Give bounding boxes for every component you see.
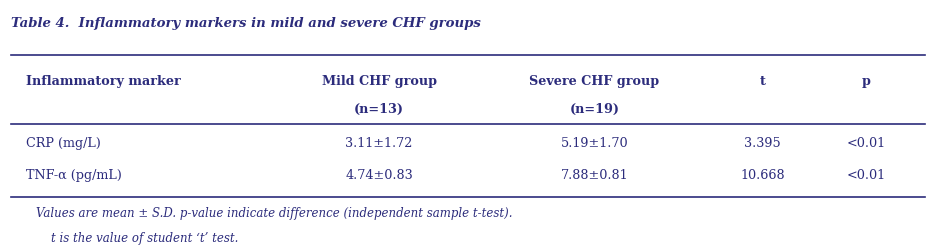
Text: Mild CHF group: Mild CHF group [322,75,436,88]
Text: CRP (mg/L): CRP (mg/L) [26,137,101,150]
Text: Inflammatory marker: Inflammatory marker [26,75,181,88]
Text: t is the value of student ‘t’ test.: t is the value of student ‘t’ test. [51,232,239,245]
Text: (n=19): (n=19) [569,102,620,116]
Text: t: t [760,75,766,88]
Text: <0.01: <0.01 [846,137,885,150]
Text: 10.668: 10.668 [740,169,785,182]
Text: p: p [861,75,870,88]
Text: TNF-α (pg/mL): TNF-α (pg/mL) [26,169,122,182]
Text: 4.74±0.83: 4.74±0.83 [345,169,413,182]
Text: <0.01: <0.01 [846,169,885,182]
Text: 3.11±1.72: 3.11±1.72 [345,137,413,150]
Text: (n=13): (n=13) [354,102,404,116]
Text: 3.395: 3.395 [744,137,782,150]
Text: 5.19±1.70: 5.19±1.70 [561,137,628,150]
Text: Severe CHF group: Severe CHF group [529,75,660,88]
Text: Table 4.  Inflammatory markers in mild and severe CHF groups: Table 4. Inflammatory markers in mild an… [11,17,481,30]
Text: 7.88±0.81: 7.88±0.81 [561,169,628,182]
Text: Values are mean ± S.D. p-value indicate difference (independent sample t-test).: Values are mean ± S.D. p-value indicate … [36,207,512,220]
